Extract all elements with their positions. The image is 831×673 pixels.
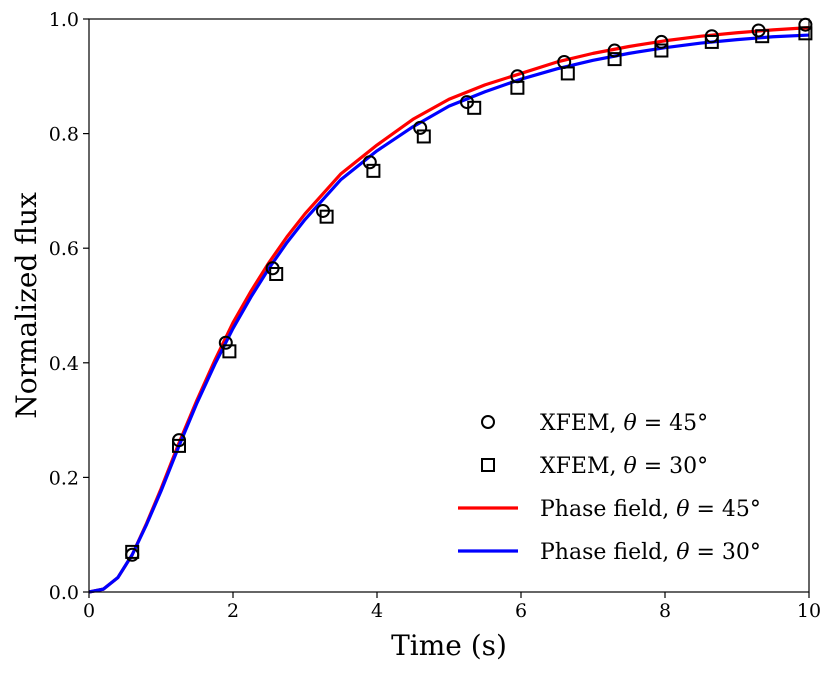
data-point-square [560,66,575,81]
data-point-square [654,43,669,58]
data-point-square [269,266,284,281]
legend-label: XFEM, θ = 45° [540,411,708,436]
y-tick-label: 0.8 [49,124,79,146]
data-point-square [172,438,186,453]
legend-label: Phase field, θ = 30° [540,540,761,565]
data-point-square [607,52,622,67]
data-point-square [319,209,334,224]
legend: XFEM, θ = 45° XFEM, θ = 30° Phase field, θ… [458,411,761,565]
x-tick-label: 6 [515,600,527,622]
y-tick-label: 0.0 [49,582,79,604]
data-point-circle [413,120,428,135]
data-point-square [704,34,719,49]
data-point-square [416,129,431,144]
x-tick-label: 0 [83,600,95,622]
series-line-3 [88,33,810,594]
y-tick-label: 0.4 [49,353,79,375]
y-tick-label: 0.2 [49,467,79,489]
data-point-square [510,80,525,95]
ticks-layer: 0 2 4 6 8 10 0.0 0.2 0.4 0.6 0.8 1.0 [49,9,821,622]
y-axis-title: Normalized flux [10,192,43,419]
legend-circle-marker [481,415,495,429]
data-point-circle [362,155,377,170]
x-tick-label: 8 [659,600,671,622]
data-point-square [755,29,770,44]
plot-frame [88,18,810,593]
data-point-square [222,344,237,359]
data-point-square [125,544,140,559]
y-tick-label: 1.0 [49,9,79,31]
legend-label: XFEM, θ = 30° [540,454,708,479]
legend-label: Phase field, θ = 45° [540,497,761,522]
data-point-square [467,100,482,115]
data-point-circle [607,43,622,58]
x-tick-label: 2 [227,600,239,622]
data-point-circle [218,335,233,350]
data-point-square [366,163,381,178]
x-axis-title: Time (s) [391,629,507,662]
x-tick-label: 4 [371,600,383,622]
x-tick-label: 10 [797,600,821,622]
series-layer [88,17,813,594]
data-point-circle [654,34,669,49]
legend-square-marker [481,458,495,472]
y-tick-label: 0.6 [49,238,79,260]
data-point-square [798,26,813,41]
